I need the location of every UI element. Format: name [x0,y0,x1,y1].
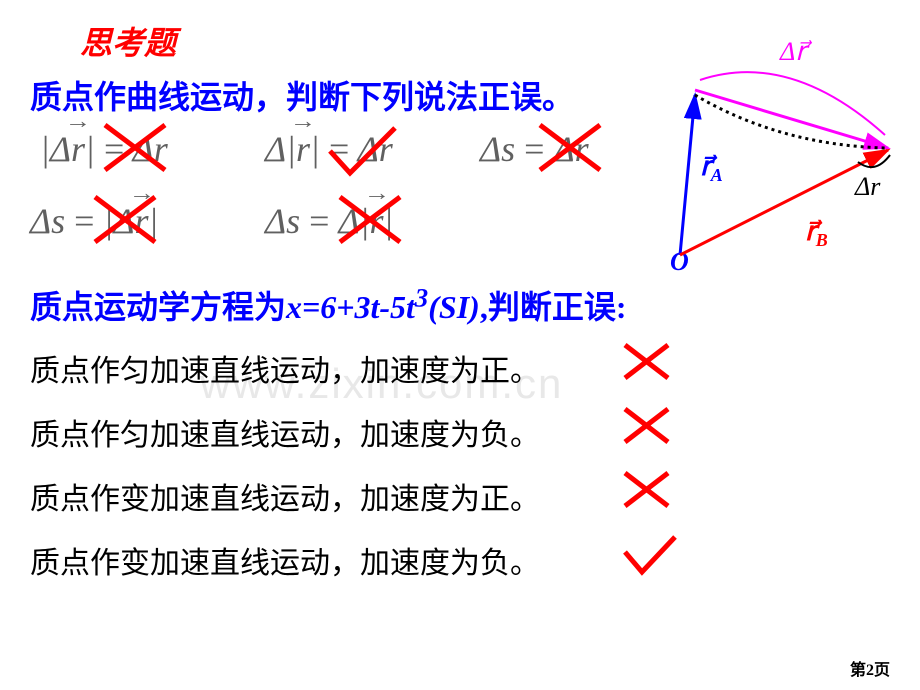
prompt2-post: ,判断正误: [480,289,627,325]
eq-2: Δ|r| = Δr [265,128,393,170]
statement-1: 质点作匀加速直线运动，加速度为正。 [30,346,890,390]
prompt-2: 质点运动学方程为x=6+3t-5t3(SI),判断正误: [30,282,890,328]
statement-text: 质点作变加速直线运动，加速度为正。 [30,483,540,516]
page-number: 第2页 [850,656,890,680]
statement-2: 质点作匀加速直线运动，加速度为负。 [30,410,890,454]
x-mark-icon [100,120,170,176]
statements: 质点作匀加速直线运动，加速度为正。 质点作匀加速直线运动，加速度为负。 质点作变… [30,346,890,582]
prompt2-formula: x=6+3t-5t3(SI) [286,289,480,325]
diagram-svg: O r⃗A r⃗B Δr⃗ Δr [630,40,910,280]
statement-4: 质点作变加速直线运动，加速度为负。 [30,538,890,582]
check-mark-icon [620,532,680,580]
label-delta-r: Δr [854,172,881,201]
label-rA: r⃗A [700,152,723,185]
x-mark-icon [90,192,160,248]
check-mark-icon [325,123,405,183]
label-rB: r⃗B [805,217,828,250]
x-mark-icon [335,192,405,248]
x-mark-icon [535,120,605,176]
x-mark-icon [620,404,674,448]
x-mark-icon [620,340,674,384]
statement-text: 质点作匀加速直线运动，加速度为正。 [30,355,540,388]
eq-3: Δs = Δr [480,128,589,170]
eq-4: Δs = |Δr| [30,200,158,242]
label-delta-r-vec: Δr⃗ [779,40,813,66]
statement-text: 质点作匀加速直线运动，加速度为负。 [30,419,540,452]
eq-5: Δs = Δ|r| [265,200,393,242]
statement-text: 质点作变加速直线运动，加速度为负。 [30,547,540,580]
prompt2-pre: 质点运动学方程为 [30,289,286,325]
vector-diagram: O r⃗A r⃗B Δr⃗ Δr [630,40,910,280]
slide: www.zixin.com.cn 思考题 质点作曲线运动，判断下列说法正误。 |… [0,0,920,690]
eq-1: |Δr| = Δr [40,128,168,170]
x-mark-icon [620,468,674,512]
statement-3: 质点作变加速直线运动，加速度为正。 [30,474,890,518]
